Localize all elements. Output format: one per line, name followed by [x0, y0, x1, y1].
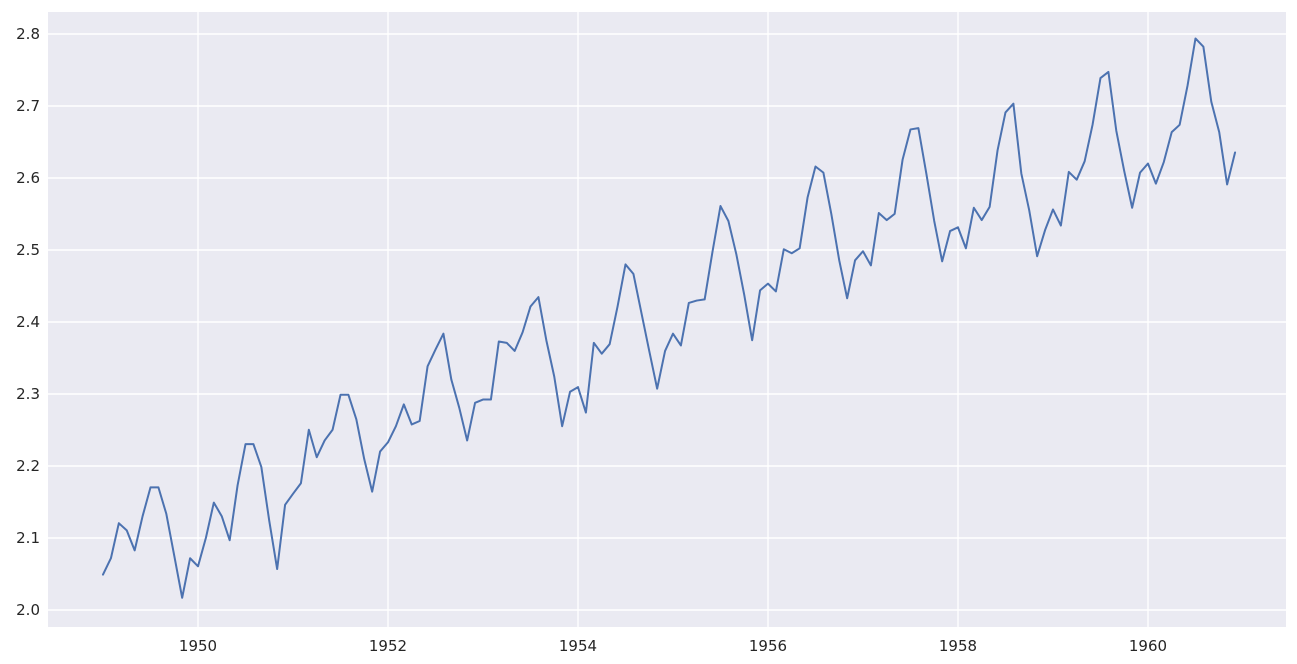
- y-tick-label: 2.2: [16, 457, 40, 475]
- y-tick-label: 2.1: [16, 529, 40, 547]
- x-tick-label: 1952: [368, 637, 408, 655]
- x-tick-label: 1954: [558, 637, 598, 655]
- y-tick-label: 2.7: [16, 97, 40, 116]
- y-tick-label: 2.0: [16, 601, 40, 619]
- y-tick-label: 2.6: [16, 169, 40, 188]
- y-tick-label: 2.8: [16, 25, 40, 44]
- x-tick-label: 1956: [748, 637, 788, 655]
- plot-area: [48, 12, 1286, 627]
- x-tick-label: 1958: [938, 637, 978, 655]
- x-tick-label: 1950: [178, 637, 218, 655]
- y-tick-label: 2.4: [16, 313, 40, 332]
- series-line-log10-passengers: [102, 37, 1237, 599]
- x-tick-label: 1960: [1128, 637, 1168, 655]
- y-tick-label: 2.3: [16, 385, 40, 404]
- chart-canvas: [48, 12, 1286, 627]
- y-tick-label: 2.5: [16, 241, 40, 260]
